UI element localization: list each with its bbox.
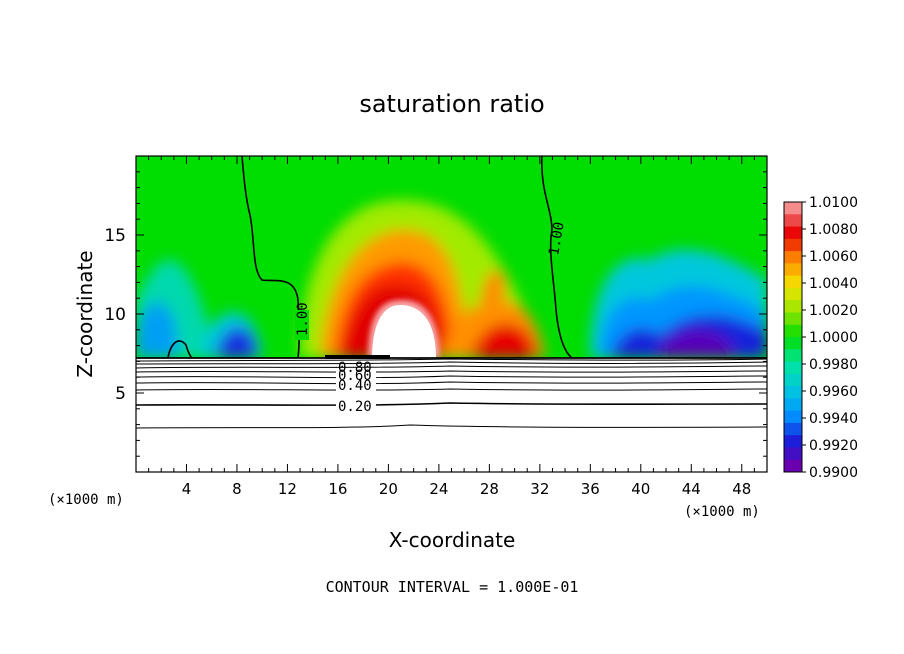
colorbar-tick-label: 0.9980 — [809, 357, 858, 373]
contour-label-6: 0.20 — [338, 399, 372, 415]
x-tick-label: 40 — [631, 480, 650, 498]
x-tick-label: 12 — [278, 480, 297, 498]
x-tick-label: 32 — [530, 480, 549, 498]
y-tick-label: 15 — [104, 226, 126, 246]
colorbar-tick-label: 0.9900 — [809, 465, 858, 481]
colorbar-band — [784, 324, 802, 338]
x-unit-right: (×1000 m) — [684, 504, 760, 520]
colorbar-band — [784, 238, 802, 252]
x-unit-left: (×1000 m) — [48, 492, 124, 508]
colorbar-band — [784, 410, 802, 424]
colorbar-band — [784, 312, 802, 326]
colorbar-band — [784, 386, 802, 399]
x-tick-label: 36 — [581, 480, 600, 498]
x-tick-label: 4 — [182, 480, 192, 498]
x-axis: 4 8 12 16 20 24 28 32 36 40 44 48 — [148, 156, 755, 498]
colorbar-band — [784, 300, 802, 313]
x-tick-label: 44 — [682, 480, 701, 498]
colorbar-band — [784, 349, 802, 363]
contour-label-4: 0.60 — [338, 368, 372, 384]
contour-label-2: 1.00 — [546, 221, 568, 257]
plot-field — [136, 156, 767, 472]
colorbar-band — [784, 287, 802, 301]
colorbar-band — [784, 275, 802, 289]
x-tick-label: 24 — [429, 480, 448, 498]
y-tick-label: 10 — [104, 305, 126, 325]
colorbar-tick-label: 0.9960 — [809, 384, 858, 400]
colorbar-band — [784, 435, 802, 448]
x-tick-label: 8 — [232, 480, 242, 498]
y-axis-label: Z-coordinate — [73, 250, 97, 377]
colorbar-band — [784, 398, 802, 412]
colorbar-tick-label: 0.9940 — [809, 411, 858, 427]
colorbar: 1.0100 1.0080 1.0060 1.0040 1.0020 1.0000 0.99… — [783, 195, 858, 481]
colorbar-tick-label: 1.0000 — [809, 330, 858, 346]
colorbar-band — [784, 361, 802, 375]
x-axis-label: X-coordinate — [389, 528, 516, 552]
x-tick-label: 16 — [328, 480, 347, 498]
colorbar-band — [784, 422, 802, 436]
x-tick-label: 28 — [480, 480, 499, 498]
colorbar-tick-label: 1.0060 — [809, 249, 858, 265]
colorbar-band — [784, 373, 802, 387]
colorbar-tick-label: 1.0040 — [809, 276, 858, 292]
x-tick-label: 48 — [732, 480, 751, 498]
contour-label-3: 0.80 — [338, 360, 372, 376]
colorbar-band — [784, 447, 802, 461]
x-tick-label: 20 — [379, 480, 398, 498]
contour-label-1: 1.00 — [295, 302, 311, 336]
y-tick-label: 5 — [115, 384, 126, 404]
colorbar-band — [784, 251, 802, 264]
colorbar-band — [784, 459, 802, 473]
colorbar-tick-label: 1.0100 — [809, 195, 858, 211]
contour-label-5: 0.40 — [338, 378, 372, 394]
y-axis: 5 10 15 — [104, 171, 767, 457]
colorbar-tick-label: 1.0080 — [809, 222, 858, 238]
colorbar-tick-label: 0.9920 — [809, 438, 858, 454]
contour-interval-note: CONTOUR INTERVAL = 1.000E-01 — [326, 578, 579, 596]
contour-labels: 1.00 1.00 0.80 0.60 0.40 0.20 — [295, 221, 568, 415]
colorbar-tick-label: 1.0020 — [809, 303, 858, 319]
colorbar-band — [784, 263, 802, 277]
colorbar-band — [784, 214, 802, 228]
colorbar-band — [784, 337, 802, 350]
chart-title: saturation ratio — [359, 90, 544, 118]
colorbar-band — [784, 202, 802, 215]
colorbar-band — [784, 226, 802, 240]
